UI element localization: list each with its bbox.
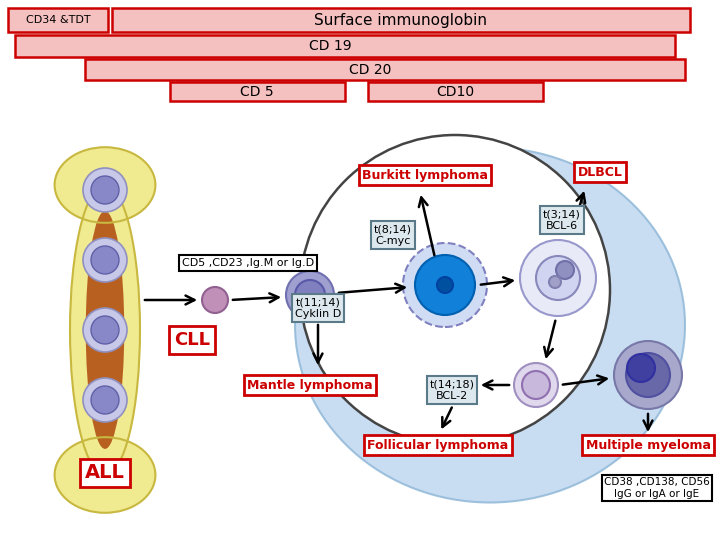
Ellipse shape <box>86 211 125 449</box>
Circle shape <box>300 135 610 445</box>
Bar <box>8 8 108 32</box>
Bar <box>170 82 345 101</box>
Text: CD 5: CD 5 <box>240 85 274 99</box>
Circle shape <box>549 276 561 288</box>
Circle shape <box>626 353 670 397</box>
Text: CD34 &TDT: CD34 &TDT <box>26 15 90 25</box>
Circle shape <box>627 354 655 382</box>
Circle shape <box>286 271 334 319</box>
Text: t(3;14)
BCL-6: t(3;14) BCL-6 <box>543 209 581 231</box>
Text: Surface immunoglobin: Surface immunoglobin <box>315 12 487 28</box>
Text: Mantle lymphoma: Mantle lymphoma <box>247 379 373 392</box>
Ellipse shape <box>70 185 140 475</box>
Text: CD 20: CD 20 <box>348 63 391 77</box>
Circle shape <box>91 386 119 414</box>
Ellipse shape <box>55 437 156 513</box>
Text: CD5 ,CD23 ,Ig.M or Ig.D: CD5 ,CD23 ,Ig.M or Ig.D <box>182 258 314 268</box>
Circle shape <box>91 246 119 274</box>
Bar <box>85 59 685 80</box>
Bar <box>15 35 675 57</box>
Circle shape <box>437 277 453 293</box>
Circle shape <box>83 168 127 212</box>
Circle shape <box>91 176 119 204</box>
Text: CD10: CD10 <box>436 85 474 99</box>
Circle shape <box>295 280 325 310</box>
Bar <box>368 82 543 101</box>
Text: Follicular lymphoma: Follicular lymphoma <box>367 438 508 451</box>
Text: t(11;14)
Cyklin D: t(11;14) Cyklin D <box>295 297 341 319</box>
Text: t(8;14)
C-myc: t(8;14) C-myc <box>374 224 412 246</box>
Text: CD 19: CD 19 <box>309 39 351 53</box>
Circle shape <box>556 261 574 279</box>
Circle shape <box>83 238 127 282</box>
Circle shape <box>91 316 119 344</box>
Circle shape <box>415 255 475 315</box>
Circle shape <box>83 378 127 422</box>
Text: CD38 ,CD138, CD56
IgG or IgA or IgE: CD38 ,CD138, CD56 IgG or IgA or IgE <box>604 477 710 499</box>
Circle shape <box>520 240 596 316</box>
Circle shape <box>403 243 487 327</box>
Ellipse shape <box>295 147 685 503</box>
Bar <box>112 8 690 32</box>
Ellipse shape <box>55 147 156 223</box>
Text: Multiple myeloma: Multiple myeloma <box>585 438 711 451</box>
Circle shape <box>614 341 682 409</box>
Text: Burkitt lymphoma: Burkitt lymphoma <box>362 168 488 181</box>
Text: CLL: CLL <box>174 331 210 349</box>
Text: t(14;18)
BCL-2: t(14;18) BCL-2 <box>430 379 474 401</box>
Circle shape <box>83 308 127 352</box>
Circle shape <box>536 256 580 300</box>
Text: DLBCL: DLBCL <box>577 165 622 179</box>
Circle shape <box>202 287 228 313</box>
Circle shape <box>514 363 558 407</box>
Text: ALL: ALL <box>85 463 125 483</box>
Circle shape <box>522 371 550 399</box>
